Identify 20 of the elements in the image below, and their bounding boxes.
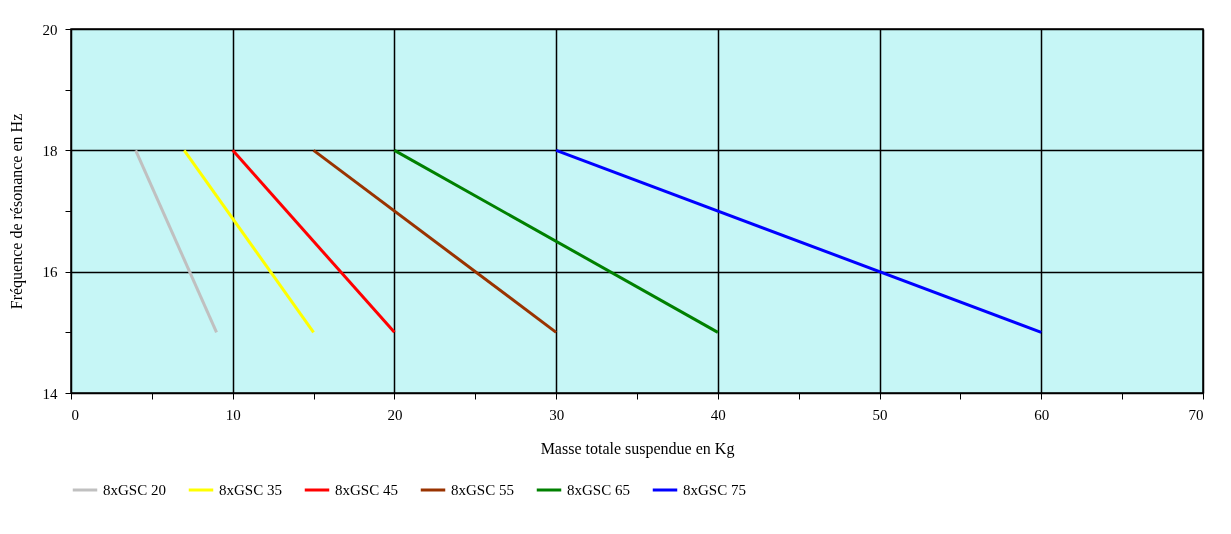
legend-label: 8xGSC 35 — [219, 482, 282, 498]
y-tick-label: 18 — [42, 142, 58, 159]
x-axis-title: Masse totale suspendue en Kg — [540, 439, 735, 458]
y-axis-title: Fréquence de résonance en Hz — [7, 113, 26, 310]
legend-label: 8xGSC 45 — [335, 482, 398, 498]
x-tick-label: 50 — [872, 406, 888, 423]
x-tick-label: 0 — [71, 406, 79, 423]
legend-label: 8xGSC 65 — [567, 482, 630, 498]
x-tick-label: 20 — [387, 406, 403, 423]
x-tick-label: 30 — [549, 406, 565, 423]
legend-label: 8xGSC 75 — [683, 482, 746, 498]
legend-label: 8xGSC 55 — [451, 482, 514, 498]
x-tick-label: 10 — [225, 406, 241, 423]
y-tick-label: 14 — [42, 385, 58, 402]
y-tick-label: 20 — [42, 21, 58, 38]
x-tick-label: 60 — [1034, 406, 1050, 423]
x-tick-label: 40 — [710, 406, 726, 423]
legend-label: 8xGSC 20 — [103, 482, 166, 498]
y-tick-label: 16 — [42, 264, 58, 281]
x-tick-label: 70 — [1188, 406, 1204, 423]
